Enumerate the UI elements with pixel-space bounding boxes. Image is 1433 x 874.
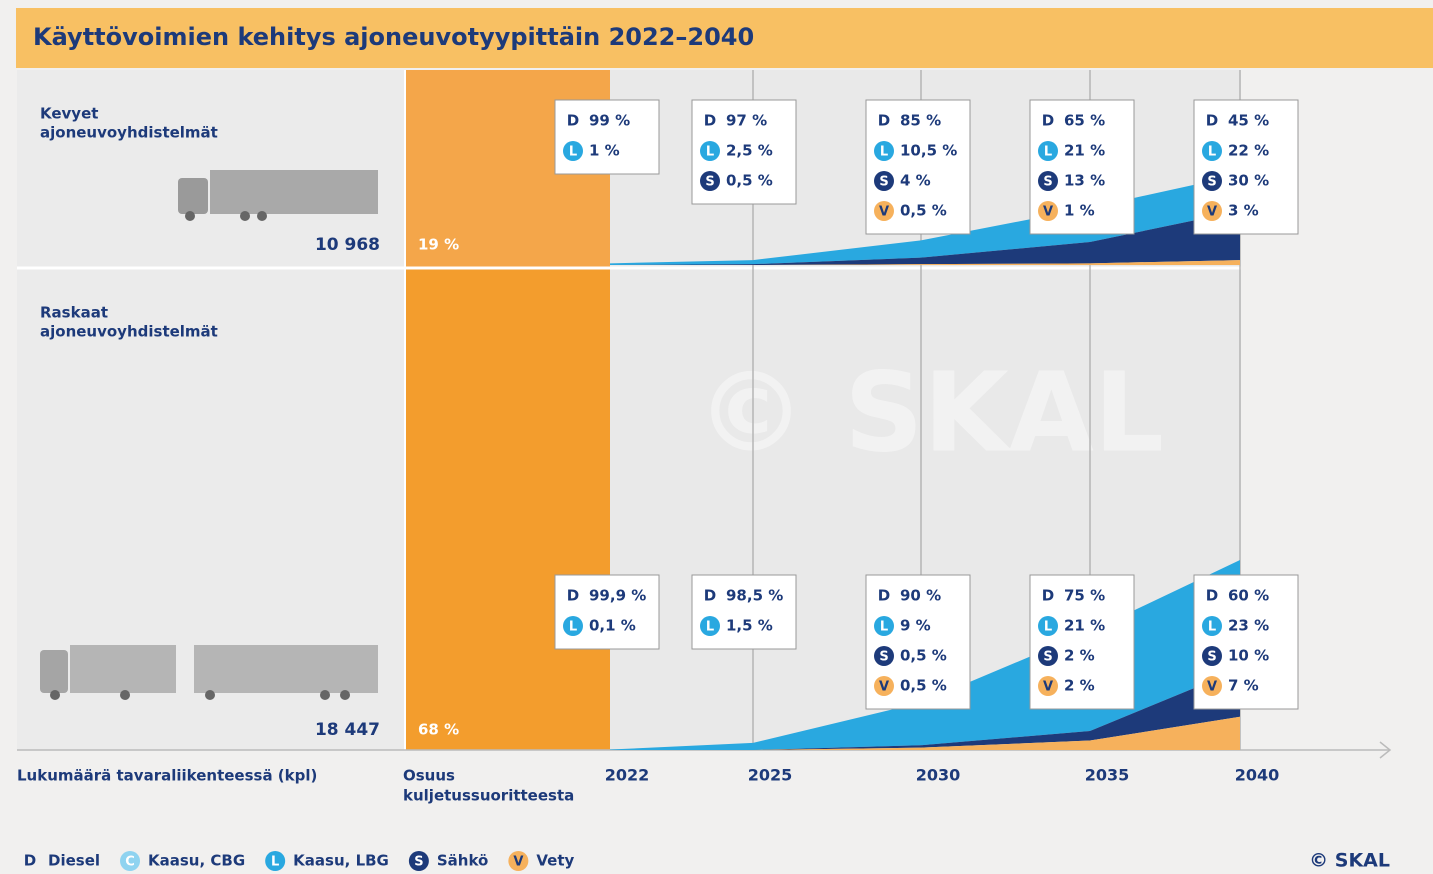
fuel-letter: L bbox=[1044, 620, 1052, 635]
fuel-letter: D bbox=[704, 112, 716, 130]
fuel-letter: V bbox=[1207, 680, 1217, 695]
share-value: 75 % bbox=[1064, 587, 1105, 605]
share-value: 10 % bbox=[1228, 647, 1269, 665]
fuel-letter: S bbox=[879, 175, 888, 190]
year-label: 2025 bbox=[748, 766, 793, 785]
vehicle-count: 18 447 bbox=[315, 720, 380, 740]
share-value: 23 % bbox=[1228, 617, 1269, 635]
infographic: Käyttövoimien kehitys ajoneuvotyypittäin… bbox=[0, 0, 1433, 874]
fuel-letter: D bbox=[1042, 587, 1054, 605]
transport-share: 19 % bbox=[418, 236, 459, 254]
fuel-letter: C bbox=[125, 855, 135, 870]
share-value: 9 % bbox=[900, 617, 931, 635]
share-value: 2 % bbox=[1064, 677, 1095, 695]
share-value: 60 % bbox=[1228, 587, 1269, 605]
share-axis-label: kuljetussuoritteesta bbox=[403, 787, 574, 805]
fuel-letter: V bbox=[879, 205, 889, 220]
fuel-letter: V bbox=[879, 680, 889, 695]
panel-name: ajoneuvoyhdistelmät bbox=[40, 323, 218, 341]
share-value: 0,5 % bbox=[900, 677, 947, 695]
share-value: 65 % bbox=[1064, 112, 1105, 130]
panel-name: Kevyet bbox=[40, 105, 98, 123]
share-value: 98,5 % bbox=[726, 587, 783, 605]
title: Käyttövoimien kehitys ajoneuvotyypittäin… bbox=[33, 23, 754, 51]
fuel-letter: L bbox=[569, 145, 577, 160]
share-value: 45 % bbox=[1228, 112, 1269, 130]
fuel-letter: D bbox=[1042, 112, 1054, 130]
year-label: 2035 bbox=[1085, 766, 1130, 785]
share-value: 10,5 % bbox=[900, 142, 957, 160]
share-column-bottom bbox=[405, 269, 610, 750]
truck-heavy bbox=[40, 645, 378, 700]
fuel-letter: V bbox=[1043, 205, 1053, 220]
fuel-letter: D bbox=[567, 112, 579, 130]
share-value: 99,9 % bbox=[589, 587, 646, 605]
share-value: 85 % bbox=[900, 112, 941, 130]
fuel-letter: S bbox=[705, 175, 714, 190]
fuel-letter: D bbox=[24, 852, 36, 870]
page: Käyttövoimien kehitys ajoneuvotyypittäin… bbox=[0, 0, 1433, 874]
share-value: 1 % bbox=[589, 142, 620, 160]
fuel-letter: S bbox=[1207, 650, 1216, 665]
legend-label: Sähkö bbox=[437, 852, 488, 870]
fuel-letter: D bbox=[1206, 112, 1218, 130]
fuel-letter: L bbox=[1044, 145, 1052, 160]
share-value: 21 % bbox=[1064, 617, 1105, 635]
fuel-letter: V bbox=[1043, 680, 1053, 695]
fuel-letter: L bbox=[880, 620, 888, 635]
share-value: 99 % bbox=[589, 112, 630, 130]
share-value: 2 % bbox=[1064, 647, 1095, 665]
share-value: 30 % bbox=[1228, 172, 1269, 190]
share-value: 7 % bbox=[1228, 677, 1259, 695]
fuel-letter: S bbox=[1043, 175, 1052, 190]
share-value: 13 % bbox=[1064, 172, 1105, 190]
year-label: 2030 bbox=[916, 766, 961, 785]
fuel-letter: L bbox=[569, 620, 577, 635]
year-label: 2040 bbox=[1235, 766, 1280, 785]
fuel-letter: D bbox=[704, 587, 716, 605]
share-value: 22 % bbox=[1228, 142, 1269, 160]
fuel-letter: L bbox=[880, 145, 888, 160]
fuel-letter: L bbox=[1208, 620, 1216, 635]
share-value: 2,5 % bbox=[726, 142, 773, 160]
year-label: 2022 bbox=[605, 766, 650, 785]
share-value: 4 % bbox=[900, 172, 931, 190]
fuel-letter: S bbox=[879, 650, 888, 665]
legend-label: Kaasu, LBG bbox=[293, 852, 389, 870]
share-value: 21 % bbox=[1064, 142, 1105, 160]
fuel-letter: D bbox=[1206, 587, 1218, 605]
fuel-letter: L bbox=[271, 855, 279, 870]
transport-share: 68 % bbox=[418, 721, 459, 739]
share-value: 97 % bbox=[726, 112, 767, 130]
share-value: 1,5 % bbox=[726, 617, 773, 635]
fuel-letter: L bbox=[1208, 145, 1216, 160]
fuel-letter: S bbox=[1207, 175, 1216, 190]
fuel-letter: S bbox=[1043, 650, 1052, 665]
vehicle-count: 10 968 bbox=[315, 235, 380, 255]
panel-name: ajoneuvoyhdistelmät bbox=[40, 124, 218, 142]
legend-label: Vety bbox=[536, 852, 574, 870]
fuel-letter: D bbox=[878, 112, 890, 130]
share-axis-label: Osuus bbox=[403, 767, 455, 785]
share-value: 1 % bbox=[1064, 202, 1095, 220]
share-value: 0,5 % bbox=[900, 202, 947, 220]
share-value: 0,1 % bbox=[589, 617, 636, 635]
fuel-letter: L bbox=[706, 145, 714, 160]
fuel-letter: V bbox=[513, 855, 523, 870]
fuel-letter: S bbox=[414, 855, 423, 870]
share-value: 0,5 % bbox=[900, 647, 947, 665]
credit: © SKAL bbox=[1309, 850, 1390, 872]
fuel-letter: V bbox=[1207, 205, 1217, 220]
count-axis-label: Lukumäärä tavaraliikenteessä (kpl) bbox=[17, 767, 317, 785]
fuel-letter: L bbox=[706, 620, 714, 635]
share-value: 3 % bbox=[1228, 202, 1259, 220]
panel-name: Raskaat bbox=[40, 304, 108, 322]
fuel-letter: D bbox=[567, 587, 579, 605]
fuel-letter: D bbox=[878, 587, 890, 605]
legend-label: Diesel bbox=[48, 852, 100, 870]
share-value: 90 % bbox=[900, 587, 941, 605]
watermark: © SKAL bbox=[696, 348, 1164, 476]
share-value: 0,5 % bbox=[726, 172, 773, 190]
legend-label: Kaasu, CBG bbox=[148, 852, 245, 870]
